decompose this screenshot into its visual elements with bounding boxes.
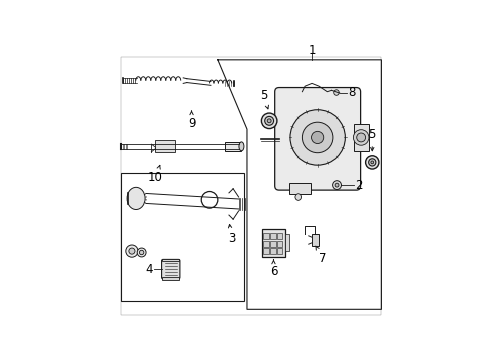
Circle shape xyxy=(368,159,376,166)
Ellipse shape xyxy=(127,187,145,210)
Text: 2: 2 xyxy=(355,179,363,192)
Circle shape xyxy=(302,122,333,153)
Bar xyxy=(270,233,275,239)
Text: 1: 1 xyxy=(308,44,316,57)
Bar xyxy=(121,174,244,301)
Bar xyxy=(277,233,282,239)
Text: 5: 5 xyxy=(260,89,269,109)
Circle shape xyxy=(334,90,339,95)
Bar xyxy=(263,240,269,247)
Bar xyxy=(277,240,282,247)
Circle shape xyxy=(129,248,135,254)
Circle shape xyxy=(357,133,366,142)
Bar xyxy=(354,123,369,151)
Circle shape xyxy=(140,250,144,255)
Circle shape xyxy=(290,110,345,165)
Text: 10: 10 xyxy=(148,165,163,184)
Bar xyxy=(263,233,269,239)
Circle shape xyxy=(353,130,369,145)
Circle shape xyxy=(137,248,146,257)
FancyBboxPatch shape xyxy=(162,260,180,279)
Circle shape xyxy=(366,156,379,169)
Circle shape xyxy=(126,245,138,257)
Text: 5: 5 xyxy=(368,128,376,151)
Bar xyxy=(312,234,319,246)
Circle shape xyxy=(371,161,374,164)
FancyBboxPatch shape xyxy=(275,87,361,190)
Bar xyxy=(270,248,275,255)
Circle shape xyxy=(267,119,271,123)
Bar xyxy=(263,248,269,255)
Text: 8: 8 xyxy=(348,86,356,99)
Text: 4: 4 xyxy=(145,262,153,276)
Bar xyxy=(277,248,282,255)
Circle shape xyxy=(312,131,324,144)
Text: 7: 7 xyxy=(316,246,327,265)
Ellipse shape xyxy=(239,142,244,151)
Bar xyxy=(262,229,285,257)
Text: 6: 6 xyxy=(270,260,277,278)
Bar xyxy=(225,142,242,151)
Bar xyxy=(155,140,175,152)
Circle shape xyxy=(261,113,277,129)
Bar xyxy=(162,258,179,261)
Text: 9: 9 xyxy=(188,111,196,130)
Bar xyxy=(162,278,179,280)
Circle shape xyxy=(335,183,339,187)
Circle shape xyxy=(265,116,273,125)
Bar xyxy=(270,240,275,247)
Bar xyxy=(285,234,290,251)
Circle shape xyxy=(295,194,301,201)
Text: 3: 3 xyxy=(228,224,235,245)
Circle shape xyxy=(333,181,342,190)
Bar xyxy=(289,183,311,194)
